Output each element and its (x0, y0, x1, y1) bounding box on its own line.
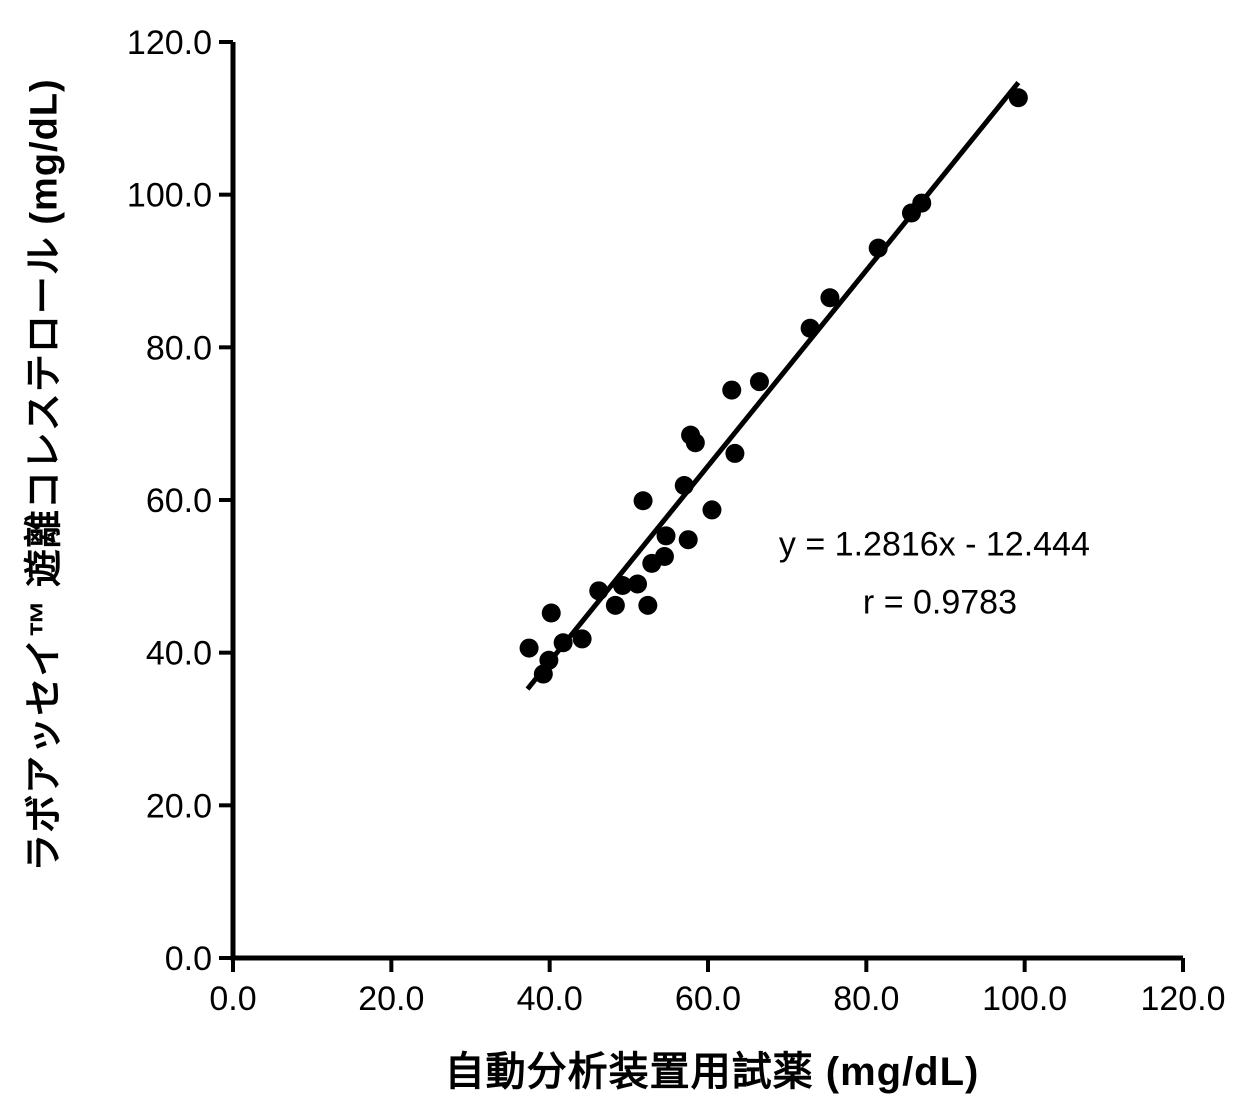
x-tick-label: 100.0 (982, 980, 1067, 1018)
data-point (589, 581, 609, 601)
data-point (654, 546, 674, 566)
data-point (572, 629, 592, 649)
data-point (702, 500, 722, 520)
x-tick-label: 120.0 (1140, 980, 1225, 1018)
y-tick-label: 120.0 (127, 24, 212, 62)
x-tick-label: 60.0 (675, 980, 741, 1018)
data-point (519, 638, 539, 658)
data-point (725, 443, 745, 463)
y-tick-label: 20.0 (146, 787, 212, 825)
x-tick-label: 0.0 (209, 980, 256, 1018)
data-point (678, 530, 698, 550)
regression-equation-label: y = 1.2816x - 12.444 (778, 525, 1090, 564)
x-tick-label: 80.0 (833, 980, 899, 1018)
data-point (605, 595, 625, 615)
data-point (674, 475, 694, 495)
x-axis-title: 自動分析装置用試薬 (mg/dL) (444, 1050, 980, 1094)
data-point (638, 595, 658, 615)
data-point (820, 288, 840, 308)
data-point (613, 575, 632, 595)
data-point (800, 318, 820, 338)
y-tick-label: 80.0 (146, 329, 212, 367)
y-tick-label: 100.0 (127, 177, 212, 215)
data-point (553, 633, 573, 653)
data-point (685, 433, 705, 453)
x-tick-label: 20.0 (358, 980, 424, 1018)
y-tick-label: 0.0 (165, 940, 212, 978)
data-point (912, 193, 932, 213)
data-point (539, 650, 559, 670)
trend-line (525, 80, 1021, 691)
y-tick-label: 60.0 (146, 482, 212, 520)
data-point (628, 574, 648, 594)
data-point (868, 238, 888, 258)
y-axis-title: ラボアッセイ™ 遊離コレステロール (mg/dL) (23, 78, 66, 872)
y-tick-label: 40.0 (146, 635, 212, 673)
x-tick-label: 40.0 (517, 980, 583, 1018)
correlation-coefficient-label: r = 0.9783 (862, 583, 1017, 622)
data-point (749, 372, 769, 392)
data-point (633, 491, 653, 511)
data-point (656, 526, 676, 546)
data-point (722, 380, 742, 400)
data-point (1008, 88, 1028, 108)
data-point (541, 603, 561, 623)
